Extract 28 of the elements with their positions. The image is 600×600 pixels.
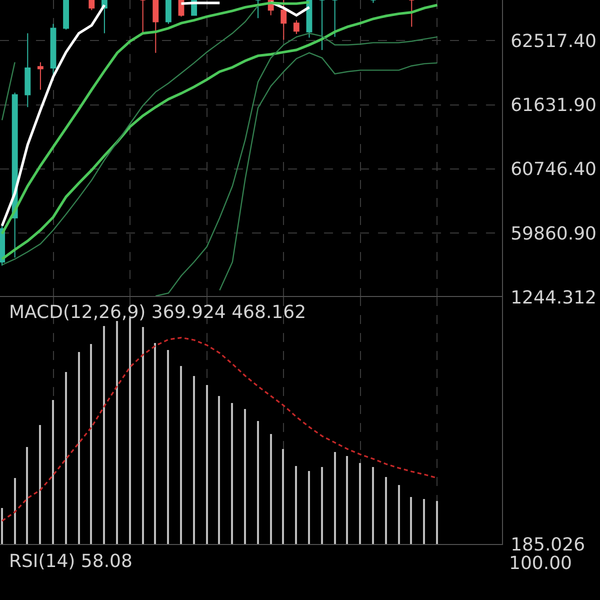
candlestick xyxy=(88,0,95,11)
candlestick xyxy=(140,0,146,34)
candlestick xyxy=(280,0,287,40)
y-tick-label: 60746.40 xyxy=(510,159,596,180)
candlestick xyxy=(255,0,261,19)
candlestick xyxy=(319,0,325,50)
y-tick-label: 62517.40 xyxy=(510,31,596,52)
line-series xyxy=(0,4,439,260)
line-series xyxy=(219,52,438,291)
text: RSI(14) 58.08 xyxy=(9,551,132,572)
candlestick xyxy=(293,20,300,35)
y-tick-label: 61631.90 xyxy=(510,95,596,116)
candlestick xyxy=(37,62,44,90)
candlestick xyxy=(63,0,70,30)
line-series xyxy=(155,32,438,296)
candlestick xyxy=(152,0,159,54)
candlestick xyxy=(165,0,172,24)
candlestick xyxy=(332,0,338,38)
candlestick xyxy=(50,23,56,76)
y-tick-label: 185.026 xyxy=(510,534,586,556)
candlestick xyxy=(408,0,415,28)
chart-title: MACD(12,26,9) 369.924 468.162 xyxy=(9,302,306,323)
y-tick-label: 59860.90 xyxy=(510,223,596,244)
y-tick-label: 1244.312 xyxy=(510,287,596,308)
line-series xyxy=(1,5,259,266)
text: 100.00 xyxy=(509,553,572,574)
candlestick xyxy=(24,32,31,108)
candlestick xyxy=(370,0,376,4)
